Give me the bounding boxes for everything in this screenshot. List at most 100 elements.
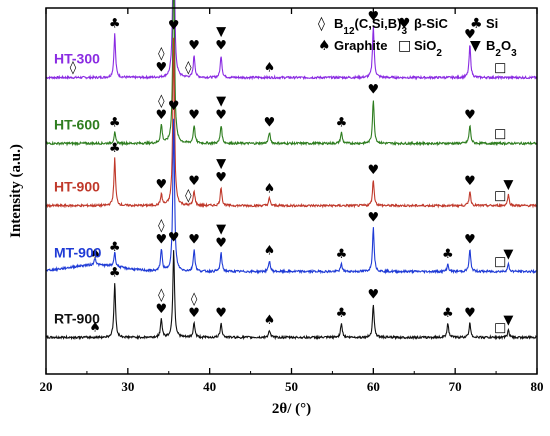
peak-marker: ▼ bbox=[216, 94, 226, 109]
sample-label-ht-900: HT-900 bbox=[54, 179, 100, 195]
peak-marker: ♥ bbox=[368, 9, 380, 24]
peak-marker: ♣ bbox=[336, 115, 348, 130]
peak-marker: ♥ bbox=[368, 83, 380, 98]
peak-marker: ♥ bbox=[464, 306, 476, 321]
peak-marker: ♥ bbox=[464, 174, 476, 189]
peak-marker: ▼ bbox=[216, 156, 226, 171]
peak-marker: ♥ bbox=[215, 108, 227, 123]
sample-label-ht-300: HT-300 bbox=[54, 51, 100, 67]
legend-label-sub: 12 bbox=[343, 26, 355, 37]
peak-marker: ◊ bbox=[158, 47, 165, 62]
peak-marker: ♣ bbox=[442, 247, 454, 262]
peak-marker: ♥ bbox=[215, 170, 227, 185]
peak-marker: ♥ bbox=[156, 302, 168, 317]
legend-label: B2O3 bbox=[486, 38, 517, 59]
peak-marker: ♥ bbox=[168, 18, 180, 33]
peak-marker: ▼ bbox=[216, 222, 226, 237]
peak-marker: □ bbox=[494, 255, 506, 270]
peak-marker: ♥ bbox=[464, 233, 476, 248]
peak-marker: ▼ bbox=[216, 25, 226, 40]
triangle-down-icon: ▼ bbox=[470, 38, 481, 54]
peak-marker: ♣ bbox=[336, 247, 348, 262]
x-tick-label: 80 bbox=[531, 379, 544, 394]
legend-label-rest: (C,Si,B) bbox=[355, 16, 402, 31]
series-line-mt-900 bbox=[46, 118, 537, 275]
series-line-ht-900 bbox=[46, 37, 537, 209]
peak-marker: ▼ bbox=[503, 247, 513, 262]
peak-marker: ♣ bbox=[442, 306, 454, 321]
series-line-rt-900 bbox=[46, 250, 537, 341]
legend: ◊ B12(C,Si,B)3♥ β-SiC ♣ Si♠ Graphite □ SiO2 ▼ B2O… bbox=[318, 16, 517, 59]
peak-marker: ◊ bbox=[185, 61, 192, 76]
peak-marker: ♥ bbox=[188, 39, 200, 54]
peak-marker: ♥ bbox=[368, 287, 380, 302]
peak-marker: ▼ bbox=[503, 178, 513, 193]
x-tick-label: 50 bbox=[285, 379, 298, 394]
peak-marker: ♣ bbox=[109, 115, 121, 130]
peak-marker: ♥ bbox=[215, 39, 227, 54]
legend-label-main: SiO bbox=[414, 38, 436, 53]
legend-label-sub: 2 bbox=[436, 48, 442, 59]
diamond-outline-icon: ◊ bbox=[318, 16, 325, 32]
legend-label-main: B bbox=[486, 38, 495, 53]
peak-marker: ◊ bbox=[70, 61, 77, 76]
legend-label: SiO2 bbox=[414, 38, 442, 59]
peak-marker: ♥ bbox=[368, 163, 380, 178]
peak-marker: □ bbox=[494, 61, 506, 76]
legend-label-main: B bbox=[334, 16, 343, 31]
peak-marker: ♠ bbox=[264, 313, 276, 328]
peak-marker: ♣ bbox=[336, 306, 348, 321]
x-tick-layer: 20 30 40 50 60 70 80 bbox=[40, 8, 544, 394]
peak-marker: ♣ bbox=[109, 240, 121, 255]
peak-marker: ♥ bbox=[188, 108, 200, 123]
peak-marker: ♥ bbox=[188, 306, 200, 321]
peak-marker: ♥ bbox=[264, 115, 276, 130]
peak-marker: ♥ bbox=[156, 233, 168, 248]
sample-label-mt-900: MT-900 bbox=[54, 245, 102, 261]
legend-label: β-SiC bbox=[414, 16, 449, 31]
heart-icon: ♥ bbox=[398, 16, 411, 32]
peak-marker: ♥ bbox=[188, 233, 200, 248]
square-outline-icon: □ bbox=[398, 38, 411, 54]
peak-marker: ♠ bbox=[264, 244, 276, 259]
series-line-ht-300 bbox=[46, 0, 537, 81]
peak-marker: ♥ bbox=[215, 236, 227, 251]
peak-marker: ◊ bbox=[191, 292, 198, 307]
peak-marker: ♥ bbox=[188, 174, 200, 189]
club-icon: ♣ bbox=[470, 16, 483, 32]
peak-marker: ♣ bbox=[109, 17, 121, 32]
x-tick-label: 40 bbox=[203, 379, 216, 394]
legend-label-sub: 2 bbox=[495, 48, 501, 59]
sample-label-rt-900: RT-900 bbox=[54, 310, 100, 326]
peak-marker: ♥ bbox=[156, 61, 168, 76]
peak-marker: □ bbox=[494, 320, 506, 335]
peak-marker: ♠ bbox=[264, 181, 276, 196]
peak-marker: □ bbox=[494, 126, 506, 141]
peak-marker: ◊ bbox=[158, 288, 165, 303]
peak-marker: ◊ bbox=[185, 189, 192, 204]
peak-marker: ♠ bbox=[89, 247, 101, 262]
peak-marker: ♥ bbox=[156, 178, 168, 193]
legend-label-sub2: 3 bbox=[511, 48, 517, 59]
x-tick-label: 30 bbox=[121, 379, 134, 394]
peak-marker: ♣ bbox=[109, 141, 121, 156]
peak-marker: □ bbox=[494, 189, 506, 204]
legend-label-sub2: 3 bbox=[401, 26, 407, 37]
peak-marker: ◊ bbox=[158, 94, 165, 109]
peak-marker: ◊ bbox=[158, 219, 165, 234]
x-tick-label: 60 bbox=[367, 379, 380, 394]
peak-marker: ♥ bbox=[215, 306, 227, 321]
y-axis-label: Intensity (a.u.) bbox=[8, 144, 24, 238]
peak-marker: ▼ bbox=[503, 313, 513, 328]
marker-layer: ◊♣♥◊♥◊♥♥▼♠♥♥□♣♥◊♥♥♥▼♥♣♥♥□♣♥♥◊♥♥▼♠♥♥□▼♠♣♥… bbox=[70, 9, 514, 335]
peak-marker: ♥ bbox=[368, 211, 380, 226]
x-tick-label: 70 bbox=[449, 379, 462, 394]
x-axis-label: 2θ/ (°) bbox=[272, 401, 311, 417]
peak-marker: ♠ bbox=[89, 320, 101, 335]
peak-marker: ♣ bbox=[109, 266, 121, 281]
legend-label: Si bbox=[486, 16, 498, 31]
series-line-ht-600 bbox=[45, 0, 537, 147]
peak-marker: ♠ bbox=[264, 61, 276, 76]
legend-label-rest: O bbox=[501, 38, 511, 53]
